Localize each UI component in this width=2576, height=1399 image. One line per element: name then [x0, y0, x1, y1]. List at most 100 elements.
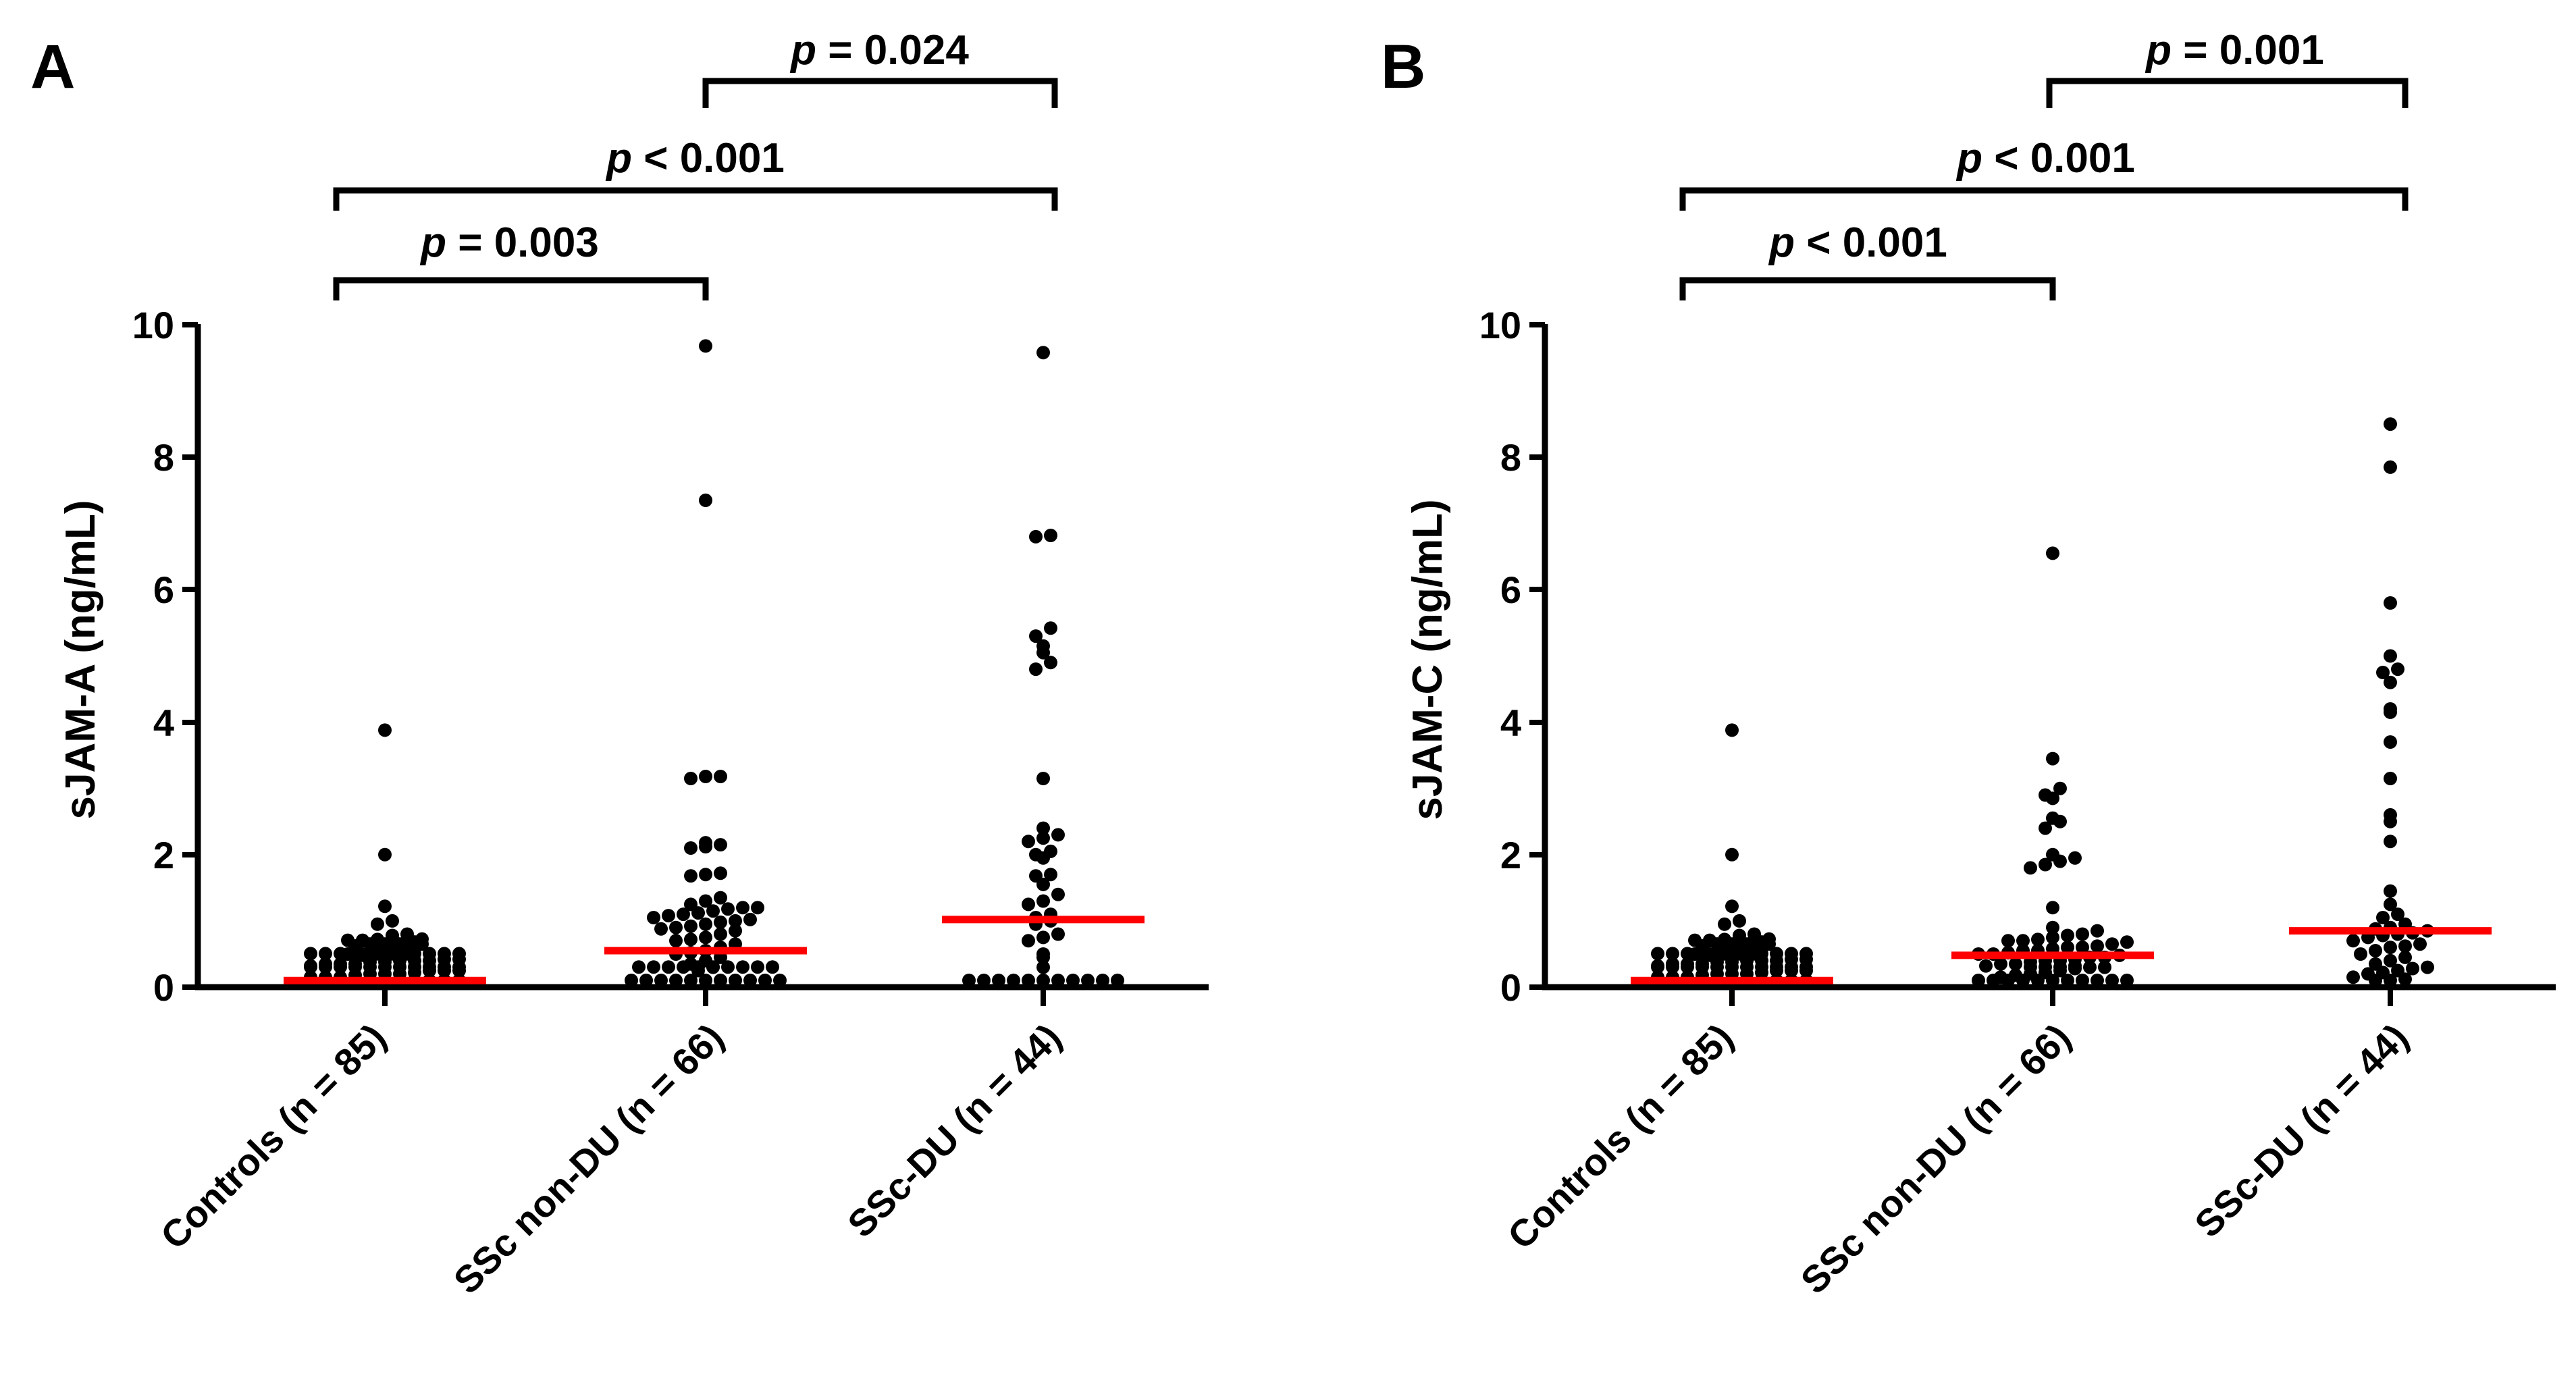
data-point	[639, 974, 653, 987]
data-point	[2384, 772, 2397, 785]
data-point	[2046, 751, 2059, 766]
data-point	[393, 960, 406, 974]
y-tick-label: 4	[153, 702, 174, 744]
data-point	[699, 917, 712, 931]
data-point	[1036, 950, 1050, 964]
p-value-label: p = 0.024	[789, 27, 969, 74]
data-point	[714, 866, 727, 880]
data-point	[408, 960, 421, 974]
data-point	[669, 974, 683, 987]
data-point	[632, 960, 646, 974]
data-point	[721, 960, 735, 974]
data-point	[1051, 887, 1065, 901]
data-point	[2346, 934, 2360, 948]
data-point	[2391, 662, 2404, 677]
data-point	[684, 919, 698, 933]
data-point	[2384, 835, 2397, 849]
data-point	[1725, 947, 1739, 961]
median-lines	[1631, 927, 2492, 984]
data-point	[2384, 884, 2397, 898]
data-point	[1725, 723, 1739, 737]
data-point	[1785, 960, 1798, 974]
data-point	[2001, 934, 2015, 948]
data-point	[2384, 649, 2397, 663]
data-point	[1022, 897, 1035, 912]
data-point	[1799, 947, 1813, 961]
p-value-label: p < 0.001	[1955, 135, 2135, 182]
y-tick-label: 2	[1500, 834, 1521, 876]
data-point	[714, 974, 727, 987]
data-point	[2098, 960, 2111, 974]
y-tick-label: 4	[1500, 702, 1521, 744]
data-point	[378, 947, 392, 961]
data-point	[2039, 857, 2052, 872]
data-point	[684, 932, 698, 947]
data-point	[2024, 861, 2037, 875]
data-point	[699, 770, 712, 783]
data-point	[2076, 927, 2089, 941]
data-point	[2091, 924, 2104, 938]
data-point	[1725, 847, 1739, 862]
data-point	[2031, 974, 2045, 987]
data-point	[2046, 920, 2059, 934]
data-point	[1051, 927, 1065, 941]
data-point	[684, 869, 698, 883]
category-label: SSc-DU (n = 44)	[2186, 1015, 2417, 1246]
data-point	[1770, 960, 1783, 974]
data-point	[2120, 974, 2134, 987]
data-point	[736, 901, 750, 915]
data-point	[758, 974, 772, 987]
data-point	[2046, 791, 2059, 806]
data-point	[699, 840, 712, 853]
data-point	[2031, 932, 2045, 947]
data-point	[356, 933, 369, 947]
data-point	[1718, 933, 1731, 947]
data-point	[714, 915, 727, 929]
data-point	[736, 960, 750, 974]
data-point	[2413, 937, 2427, 951]
data-point	[2105, 937, 2119, 951]
data-point	[2384, 953, 2397, 968]
data-point	[2046, 930, 2059, 945]
data-point	[1770, 947, 1783, 961]
data-point	[334, 947, 347, 961]
data-point	[2016, 934, 2030, 948]
data-point	[2076, 974, 2089, 987]
data-point	[714, 891, 727, 905]
data-point	[2384, 417, 2397, 431]
data-point	[1725, 960, 1739, 974]
data-point	[2384, 897, 2397, 912]
y-tick-label: 10	[1479, 304, 1521, 346]
data-point	[1755, 960, 1768, 974]
data-point	[423, 947, 436, 961]
data-point	[1799, 960, 1813, 974]
data-point	[2376, 666, 2390, 679]
data-point	[1733, 933, 1746, 947]
data-point	[371, 933, 384, 947]
data-point	[662, 909, 675, 923]
data-point	[1051, 974, 1065, 987]
data-point	[1081, 974, 1095, 987]
data-point	[684, 841, 698, 855]
data-point	[1666, 947, 1679, 961]
data-point	[1710, 947, 1724, 961]
data-point	[1111, 974, 1124, 987]
data-point	[647, 960, 660, 974]
data-point	[2376, 911, 2390, 924]
data-point	[992, 974, 1005, 987]
data-point	[363, 947, 377, 961]
data-point	[304, 960, 317, 974]
data-point	[2091, 939, 2104, 953]
y-tick-label: 0	[153, 966, 174, 1009]
data-point	[773, 974, 787, 987]
data-point	[2384, 460, 2397, 474]
data-point	[1972, 974, 1985, 987]
data-point	[2398, 950, 2412, 964]
data-point	[1710, 960, 1724, 974]
data-point	[2391, 907, 2404, 922]
data-point	[1036, 930, 1050, 945]
data-point	[378, 847, 392, 862]
data-point	[1733, 914, 1746, 928]
data-point	[714, 770, 727, 783]
data-point	[699, 868, 712, 882]
